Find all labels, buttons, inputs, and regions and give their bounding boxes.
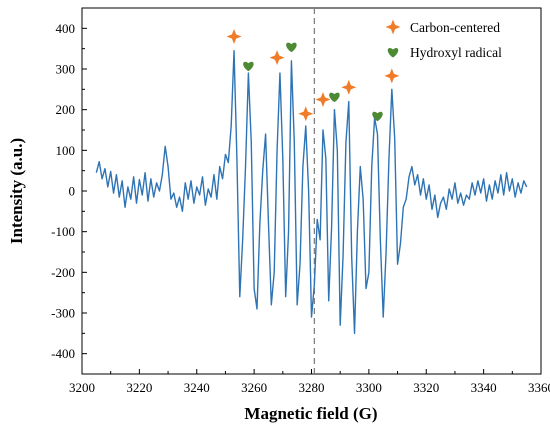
carbon-centered-marker — [384, 68, 400, 84]
carbon-centered-marker — [298, 106, 314, 122]
x-tick-label: 3360 — [528, 380, 550, 395]
legend-carbon-centered-icon — [385, 19, 401, 35]
legend-entry-label: Hydroxyl radical — [410, 45, 502, 60]
carbon-centered-marker — [341, 79, 357, 95]
x-tick-label: 3280 — [299, 380, 325, 395]
y-tick-label: 0 — [69, 184, 76, 199]
peak-markers — [226, 28, 400, 122]
legend-entry-label: Carbon-centered — [410, 20, 500, 35]
y-tick-label: -300 — [51, 306, 75, 321]
x-tick-label: 3220 — [126, 380, 152, 395]
y-tick-label: 400 — [56, 21, 76, 36]
x-axis-ticks: 3200 3220 3240 3260 3280 3300 3320 3340 3360 — [69, 369, 550, 395]
carbon-centered-marker — [269, 50, 285, 66]
x-tick-label: 3200 — [69, 380, 95, 395]
y-axis-ticks: -400 -300 -200 -100 0 100 200 300 400 — [51, 7, 87, 375]
hydroxyl-radical-marker — [243, 61, 254, 72]
y-tick-label: -100 — [51, 224, 75, 239]
y-tick-label: 100 — [56, 143, 76, 158]
carbon-centered-marker — [315, 92, 331, 107]
y-tick-label: -400 — [51, 346, 75, 361]
y-tick-label: -200 — [51, 265, 75, 280]
x-tick-label: 3300 — [356, 380, 382, 395]
hydroxyl-radical-marker — [286, 42, 297, 53]
y-tick-label: 200 — [56, 102, 76, 117]
hydroxyl-radical-marker — [372, 111, 383, 122]
y-tick-label: 300 — [56, 62, 76, 77]
x-tick-label: 3320 — [413, 380, 439, 395]
legend-hydroxyl-radical-icon — [387, 47, 399, 58]
x-axis-title: Magnetic field (G) — [244, 404, 377, 423]
x-tick-label: 3260 — [241, 380, 267, 395]
x-tick-label: 3340 — [471, 380, 497, 395]
hydroxyl-radical-marker — [329, 92, 340, 103]
spectrum-line — [95, 50, 528, 335]
legend: Carbon-centered Hydroxyl radical — [385, 19, 502, 60]
plot-frame — [81, 7, 542, 375]
y-axis-title: Intensity (a.u.) — [7, 138, 26, 244]
carbon-centered-marker — [226, 28, 242, 44]
x-tick-label: 3240 — [184, 380, 210, 395]
